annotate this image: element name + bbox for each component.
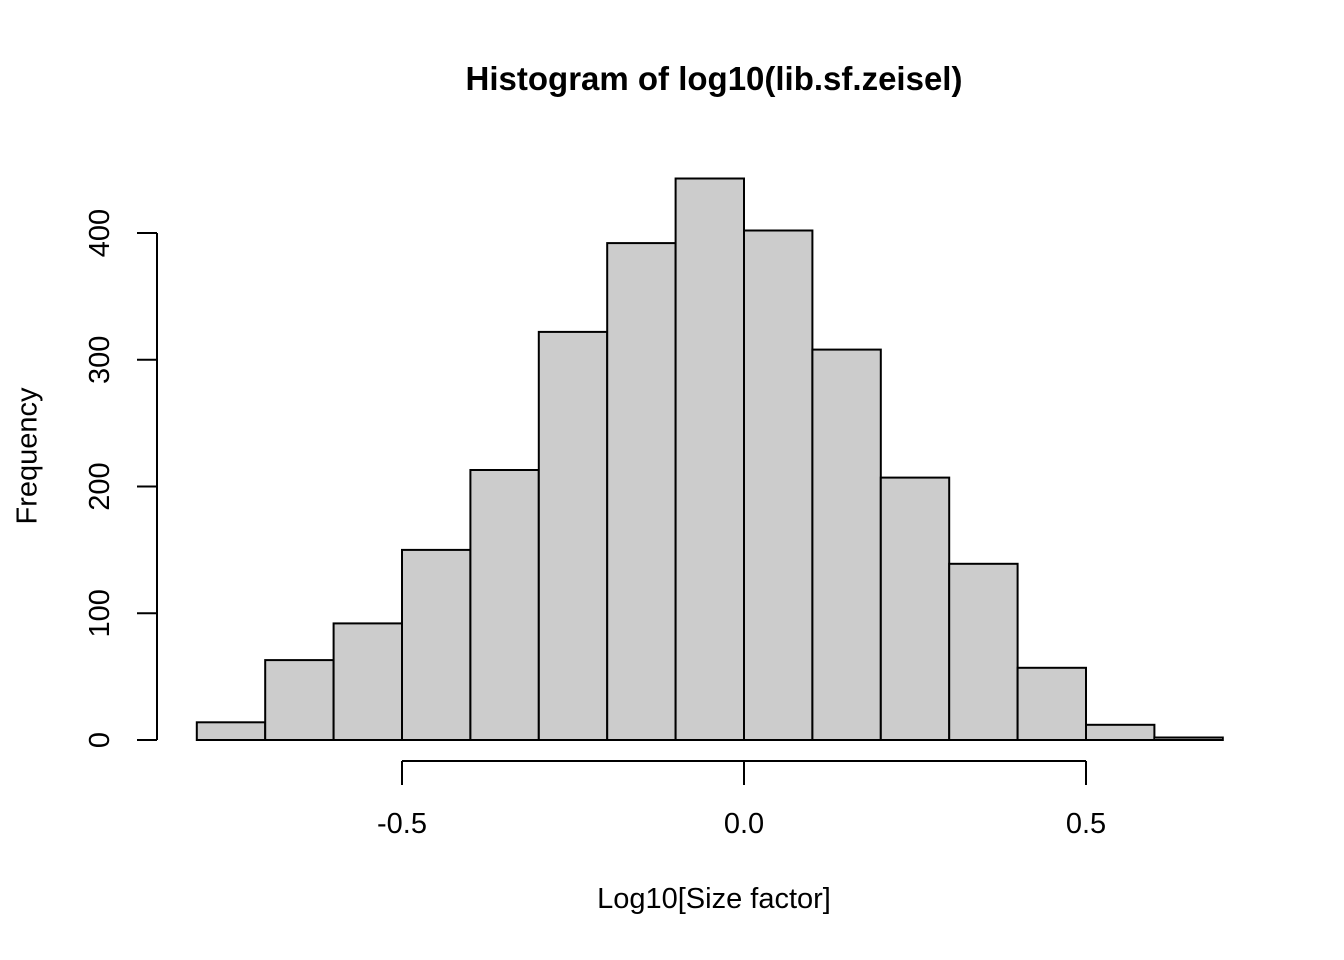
histogram-bar <box>537 330 609 741</box>
x-axis: -0.5 0.0 0.5 <box>377 760 1106 840</box>
x-axis-title: Log10[Size factor] <box>597 883 831 915</box>
histogram-bar <box>195 721 267 741</box>
y-axis-tick-label: 100 <box>84 589 116 637</box>
chart-title: Histogram of log10(lib.sf.zeisel) <box>465 60 963 97</box>
y-axis-tick-label: 200 <box>84 462 116 510</box>
histogram-bar <box>1085 723 1156 741</box>
y-axis-tick-label: 400 <box>84 209 116 257</box>
histogram-bar <box>674 177 745 741</box>
y-axis-tick-label: 300 <box>84 336 116 384</box>
x-axis-tick-label: -0.5 <box>377 808 427 840</box>
histogram-bar <box>606 242 677 741</box>
histogram-bar <box>264 659 335 741</box>
y-axis: 0 100 200 300 400 <box>84 209 158 748</box>
y-axis-tick-label: 0 <box>84 732 116 748</box>
histogram-bar <box>332 622 404 742</box>
bars-group <box>195 177 1224 742</box>
histogram-bar <box>948 562 1019 741</box>
x-axis-tick-label: 0.0 <box>724 808 764 840</box>
histogram-bar <box>811 348 882 741</box>
x-axis-tick-label: 0.5 <box>1066 808 1106 840</box>
histogram-bar <box>743 229 814 741</box>
histogram-bar <box>1153 736 1224 741</box>
histogram-bar <box>1016 666 1087 741</box>
histogram-bar <box>469 469 540 741</box>
histogram-bar <box>401 548 472 742</box>
histogram-bar <box>879 476 951 741</box>
